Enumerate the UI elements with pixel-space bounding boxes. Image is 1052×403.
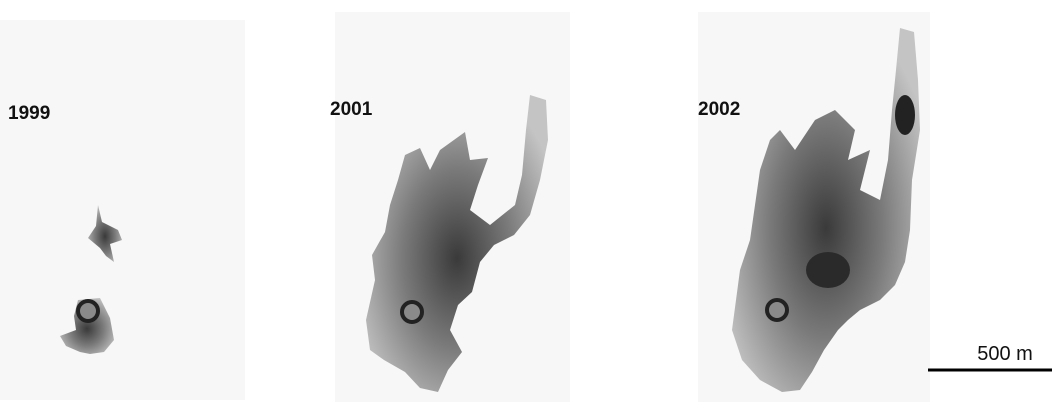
panel-2001: 2001 [330,12,570,402]
panel-2002: 2002 [698,12,930,402]
panel-label: 2002 [698,99,740,120]
scale-bar: 500 m [928,343,1052,372]
dense-core [895,95,915,135]
area-blob [88,205,122,262]
panel-background [0,20,245,400]
panel-label: 1999 [8,103,50,124]
panel-1999: 1999 [0,20,245,400]
panel-label: 2001 [330,99,373,120]
site-marker [765,298,789,322]
site-marker [400,300,424,324]
site-marker [76,299,100,323]
area-blob [60,298,114,354]
dense-core [806,252,850,288]
scale-label: 500 m [977,343,1033,365]
